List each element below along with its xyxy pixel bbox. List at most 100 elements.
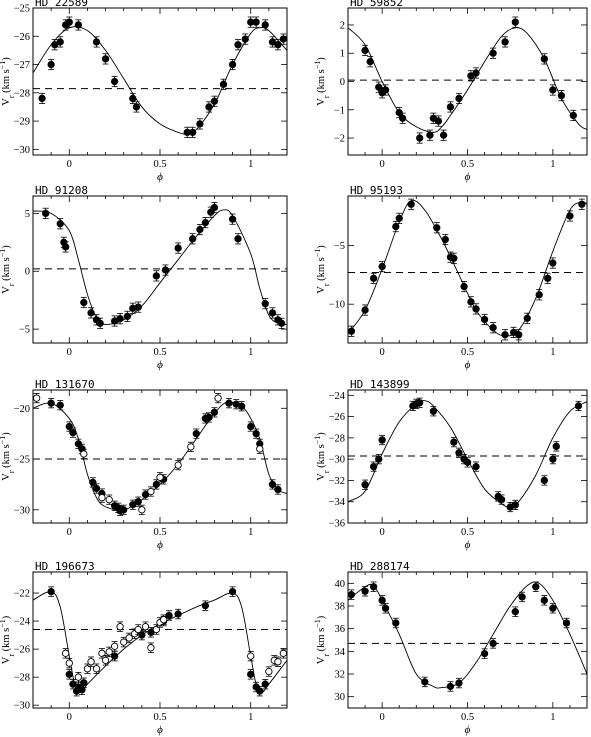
data-point-open [110,642,119,650]
y-axis-label-part: ) [1,245,12,249]
panel-title: HD 95193 [350,184,403,197]
y-axis-label: Vr (km s−1) [313,57,331,106]
y-axis-label-part: (km s [316,69,327,95]
y-axis-label-part: r [322,95,331,98]
data-point [421,678,429,686]
data-point [129,501,137,509]
y-axis-label-part: V [1,656,12,664]
data-point [515,331,523,339]
x-tick-label: 0 [67,347,72,358]
y-tick-label: −34 [329,497,346,508]
data-point [455,94,463,103]
data-point [152,480,161,489]
data-point [261,299,269,308]
data-point [375,455,383,463]
panel-title: HD 196673 [35,560,95,573]
data-point [69,428,77,437]
data-point [480,315,489,324]
data-point [237,402,246,410]
data-point [201,218,210,227]
data-point-open [92,665,101,673]
data-point [455,449,463,457]
data-point [549,604,557,612]
y-tick-label: −36 [329,519,345,530]
data-point-open [147,487,155,496]
data-point [161,266,170,274]
data-point-open [105,648,113,656]
y-axis-label-part: r [7,470,16,473]
data-point [395,108,403,117]
y-axis-label: Vr (km s−1) [313,245,331,294]
y-axis-label-part: r [7,654,16,657]
data-point [392,222,400,231]
data-point [347,591,356,599]
data-point [110,77,119,86]
panel-1: HD 22589 0 0.5 1 −30 −29 −28 −27 −26 −25 ϕ Vr (km s… [0,0,288,183]
data-point [268,309,277,317]
data-point [472,462,480,471]
plot-frame [347,571,588,709]
y-axis-label-part: V [316,98,327,106]
data-point [56,220,64,228]
x-tick-label: 0.5 [461,527,474,538]
data-point [569,111,577,120]
data-point [256,687,264,695]
data-point [192,430,200,438]
data-point [369,583,378,591]
x-axis-label: ϕ [465,171,471,183]
data-point [196,120,204,128]
data-point-open [74,673,83,681]
data-point [511,18,519,26]
y-axis-label-part: ) [316,432,327,436]
y-axis-label-part: (km s [316,257,327,283]
y-tick-label: −28 [329,433,345,444]
data-point-open [80,450,88,458]
y-axis-label-part: r [7,95,16,98]
y-axis-label-part: −1 [0,249,7,258]
data-point [378,436,386,444]
y-axis-label: Vr (km s−1) [0,245,16,294]
data-point [134,303,142,311]
data-point [247,422,255,431]
data-point-open [174,461,182,469]
data-point [392,619,400,627]
y-tick-label: −5 [19,325,30,336]
y-axis-label-part: ) [316,245,327,249]
data-point [210,408,219,416]
panel-8: HD 288174 0 0.5 1 30 32 34 36 38 40 ϕ Vr (km s−1) [313,560,588,736]
y-tick-label: 36 [335,624,346,635]
data-point [110,652,119,660]
y-tick-label: −30 [14,145,30,156]
data-point [441,235,449,244]
y-tick-label: 38 [335,602,346,613]
data-point [228,215,237,223]
x-axis-label: ϕ [465,724,471,736]
data-point [463,458,472,467]
data-point-open [105,495,113,504]
y-tick-label: −30 [14,505,30,516]
data-point [274,485,282,494]
panel-7: HD 196673 0 0.5 1 −30 −28 −26 −24 −22 ϕ Vr (km s−1… [0,560,288,736]
y-tick-label: −2 [334,134,345,145]
y-tick-label: 1 [340,49,345,60]
orbit-fit-curve [33,209,287,325]
data-point [426,131,434,139]
y-tick-label: −25 [14,4,30,15]
data-point [234,235,242,243]
y-axis-label-part: V [1,286,12,294]
data-point-open [101,656,110,664]
y-axis-label-part: ) [1,57,12,61]
x-tick-label: 1 [550,159,555,170]
data-point [138,631,146,639]
y-axis-label: Vr (km s−1) [0,57,16,106]
data-point [540,476,548,485]
data-point [189,235,197,243]
data-point [450,438,458,446]
y-tick-label: 2 [340,20,345,31]
x-tick-label: 0.5 [153,159,166,170]
data-point [89,478,97,487]
data-point [433,224,441,232]
data-point [134,498,142,506]
x-axis-label: ϕ [465,359,471,371]
data-point-open [247,652,255,660]
